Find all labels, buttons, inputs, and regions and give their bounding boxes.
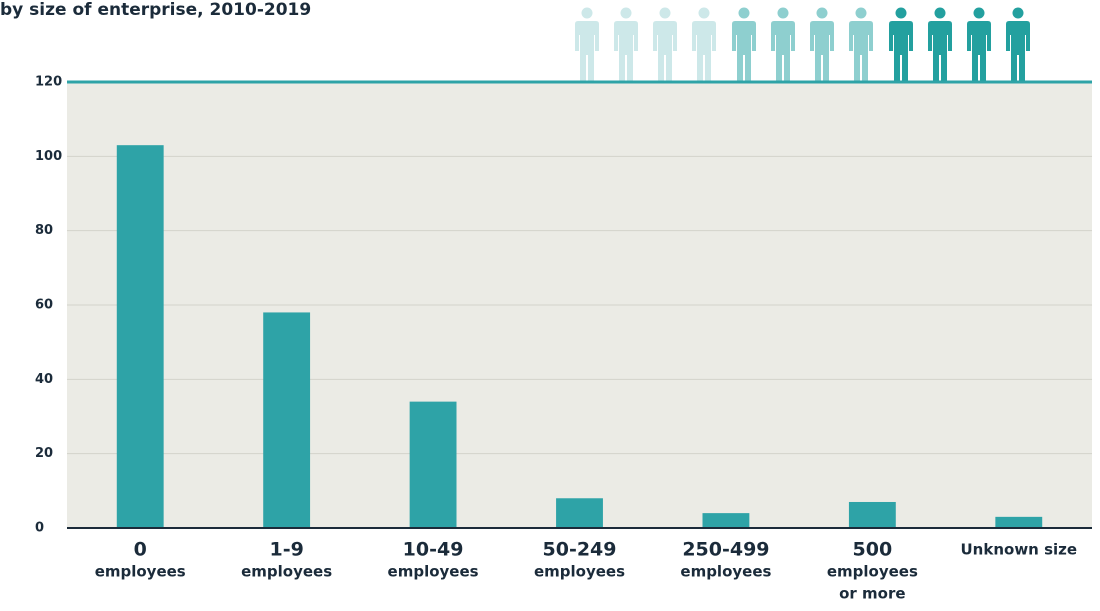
x-tick-label: employees	[534, 563, 625, 581]
y-tick-label: 100	[35, 149, 62, 164]
bar	[263, 312, 311, 528]
x-tick-label: 0	[134, 539, 147, 561]
person-icon	[849, 7, 873, 83]
people-icons	[575, 7, 1030, 83]
person-icon	[810, 7, 834, 83]
bar	[848, 501, 896, 528]
chart-title: by size of enterprise, 2010-2019	[0, 0, 311, 20]
y-tick-label: 40	[35, 372, 53, 387]
person-icon	[653, 7, 677, 83]
person-icon	[967, 7, 991, 83]
x-tick-label: 250-499	[682, 539, 769, 561]
y-tick-label: 20	[35, 446, 53, 461]
person-icon	[771, 7, 795, 83]
person-icon	[692, 7, 716, 83]
y-tick-label: 0	[35, 521, 44, 536]
x-tick-label: 1-9	[269, 539, 303, 561]
x-tick-label: Unknown size	[961, 541, 1078, 559]
bar	[556, 498, 603, 528]
x-tick-label: or more	[839, 585, 905, 603]
bar	[995, 516, 1043, 528]
y-tick-label: 120	[35, 75, 62, 90]
bar	[702, 513, 750, 528]
person-icon	[1006, 7, 1030, 83]
x-tick-label: employees	[388, 563, 479, 581]
x-tick-label: 50-249	[543, 539, 617, 561]
person-icon	[614, 7, 638, 83]
bar	[409, 401, 457, 528]
person-icon	[928, 7, 952, 83]
x-tick-label: 500	[853, 539, 893, 561]
person-icon	[889, 7, 913, 83]
x-tick-label: employees	[95, 563, 186, 581]
x-tick-label: employees	[241, 563, 332, 581]
person-icon	[575, 7, 599, 83]
y-tick-label: 80	[35, 223, 53, 238]
x-tick-label: employees	[827, 563, 918, 581]
y-tick-label: 60	[35, 298, 53, 313]
x-tick-label: 10-49	[403, 539, 464, 561]
bar	[116, 145, 164, 528]
person-icon	[732, 7, 756, 83]
x-tick-label: employees	[680, 563, 771, 581]
